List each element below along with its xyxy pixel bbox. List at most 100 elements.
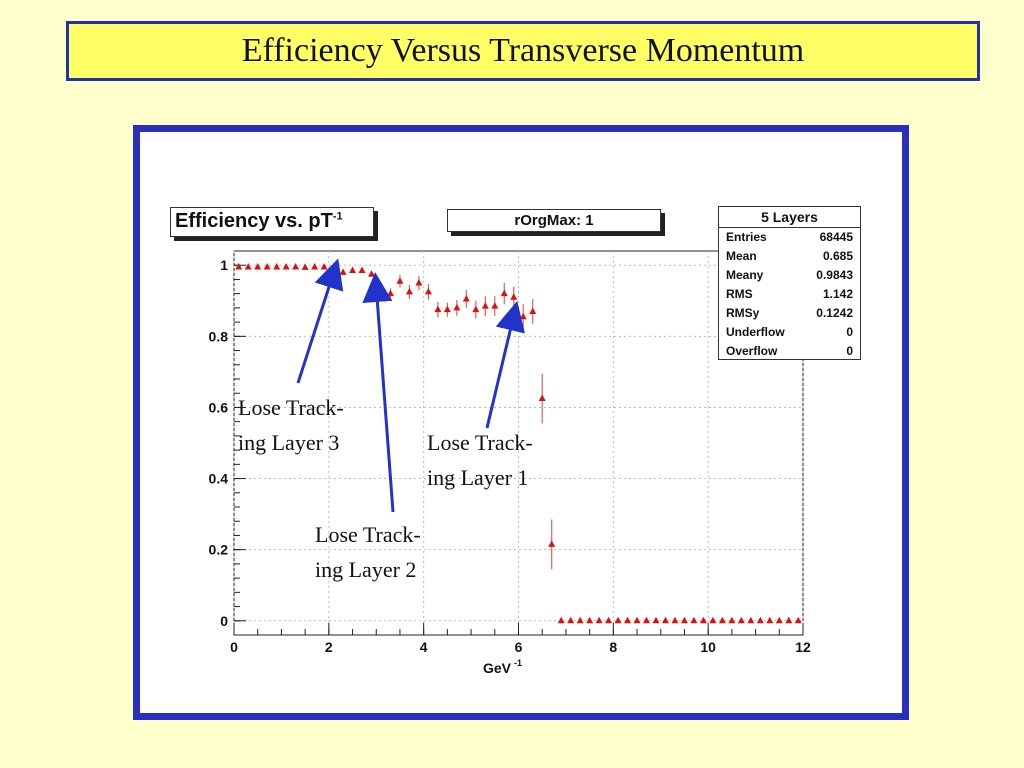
stats-box: 5 Layers Entries 68445 Mean 0.685 Meany 0.9…	[718, 206, 861, 360]
data-point	[690, 616, 698, 624]
chart-subtitle: rOrgMax: 1	[514, 212, 594, 229]
stats-key: Overflow	[726, 344, 778, 358]
y-tick-label: 0.4	[209, 471, 229, 487]
data-point	[396, 277, 404, 284]
stats-row: RMS 1.142	[719, 285, 860, 304]
data-point	[472, 305, 480, 313]
annotation-line: Lose Track-	[238, 395, 344, 420]
data-point	[462, 295, 470, 302]
data-point	[671, 616, 679, 624]
slide-title-box: Efficiency Versus Transverse Momentum	[66, 21, 980, 81]
annotation-line: ing Layer 1	[427, 465, 529, 490]
data-point	[586, 616, 594, 624]
data-point	[652, 616, 660, 624]
data-point	[358, 266, 366, 274]
stats-row: Overflow 0	[719, 342, 860, 361]
data-point	[557, 616, 565, 624]
stats-value: 0	[846, 344, 853, 358]
data-point	[529, 307, 537, 314]
data-point	[624, 616, 632, 624]
data-point	[661, 616, 669, 624]
stats-row: Underflow 0	[719, 323, 860, 342]
data-point	[349, 266, 357, 274]
stats-row: Meany 0.9843	[719, 266, 860, 285]
annotation-line: Lose Track-	[315, 522, 421, 547]
stats-key: Entries	[726, 230, 767, 244]
stats-key: RMS	[726, 287, 753, 301]
stats-value: 0	[846, 325, 853, 339]
data-point	[273, 263, 281, 270]
x-tick-label: 4	[420, 639, 428, 655]
slide-title: Efficiency Versus Transverse Momentum	[241, 32, 805, 69]
data-point	[415, 279, 423, 286]
data-point	[747, 616, 755, 624]
data-point	[567, 616, 575, 624]
annotation-layer-2: Lose Track- ing Layer 2	[315, 517, 421, 587]
data-point	[538, 394, 546, 402]
annotation-line: ing Layer 2	[315, 557, 417, 582]
chart-title-sup: -1	[332, 210, 343, 223]
data-point	[718, 616, 726, 624]
data-point	[737, 616, 745, 624]
x-tick-label: 6	[515, 639, 523, 655]
stats-value: 68445	[819, 230, 853, 244]
data-point	[235, 263, 243, 270]
data-point	[633, 616, 641, 624]
data-point	[775, 616, 783, 624]
data-point	[405, 287, 413, 295]
annotation-line: ing Layer 3	[238, 430, 340, 455]
stats-value: 0.1242	[816, 306, 853, 320]
stats-value: 0.685	[822, 249, 853, 263]
x-tick-label: 0	[230, 639, 238, 655]
data-point	[614, 616, 622, 624]
stats-key: RMSy	[726, 306, 760, 320]
data-point	[766, 616, 774, 624]
data-point	[595, 616, 603, 624]
data-point	[510, 293, 518, 300]
data-point	[794, 616, 802, 624]
annotation-arrow	[362, 272, 395, 513]
y-tick-label: 1	[220, 257, 228, 273]
data-point	[244, 263, 252, 270]
x-axis-title: GeV	[483, 660, 512, 676]
data-point	[453, 303, 461, 311]
stats-key: Mean	[726, 249, 757, 263]
data-point	[500, 289, 508, 297]
data-point	[434, 305, 442, 313]
stats-key: Meany	[726, 268, 764, 282]
x-axis-title-sup: -1	[514, 658, 522, 668]
stats-value: 0.9843	[816, 268, 853, 282]
annotation-layer-1: Lose Track- ing Layer 1	[427, 425, 533, 495]
stats-value: 1.142	[822, 287, 853, 301]
data-point	[301, 263, 309, 270]
data-point	[282, 263, 290, 270]
data-point	[643, 616, 651, 624]
x-tick-label: 10	[700, 639, 716, 655]
y-tick-label: 0.2	[209, 542, 229, 558]
data-point	[709, 616, 717, 624]
annotation-arrow	[485, 300, 525, 429]
chart-subtitle-box: rOrgMax: 1	[447, 209, 661, 232]
data-point	[756, 616, 764, 624]
annotation-line: Lose Track-	[427, 430, 533, 455]
data-point	[424, 287, 432, 295]
y-tick-label: 0.8	[209, 328, 229, 344]
annotation-layer-3: Lose Track- ing Layer 3	[238, 390, 344, 460]
chart-title-box: Efficiency vs. pT-1	[170, 207, 374, 237]
data-point	[481, 302, 489, 309]
chart-title: Efficiency vs. pT	[175, 210, 333, 232]
stats-header: 5 Layers	[719, 207, 860, 228]
data-point	[605, 616, 613, 624]
data-point	[548, 540, 556, 547]
data-point	[728, 616, 736, 624]
stats-row: RMSy 0.1242	[719, 304, 860, 323]
data-point	[576, 616, 584, 624]
data-point	[680, 616, 688, 624]
x-tick-label: 12	[795, 639, 811, 655]
stats-row: Mean 0.685	[719, 247, 860, 266]
x-tick-label: 2	[325, 639, 333, 655]
y-tick-label: 0.6	[209, 399, 229, 415]
x-tick-label: 8	[609, 639, 617, 655]
annotation-arrow	[296, 258, 344, 384]
